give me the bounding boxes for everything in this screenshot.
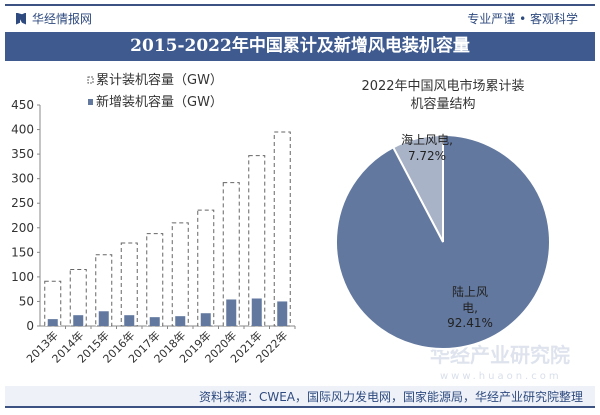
y-tick-label: 300 — [11, 172, 34, 186]
new-bar — [98, 311, 109, 326]
y-tick-label: 200 — [11, 221, 34, 235]
slogan: 专业严谨 • 客观科学 — [467, 12, 578, 26]
new-bar — [200, 313, 211, 326]
pie-title-line1: 2022年中国风电市场累计装 — [361, 78, 524, 94]
footer: 资料来源：CWEA，国际风力发电网，国家能源局，华经产业研究院整理 — [5, 386, 595, 408]
cumulative-bar — [222, 182, 240, 327]
new-bar — [124, 315, 135, 326]
y-tick-label: 0 — [26, 319, 34, 333]
top-divider — [5, 4, 595, 6]
new-bar — [251, 298, 262, 326]
cumulative-bar — [44, 280, 62, 327]
legend-swatch-new — [88, 99, 93, 105]
page-title: 2015-2022年中国累计及新增风电装机容量 — [5, 32, 595, 61]
new-bar — [277, 301, 288, 326]
pie-label-onshore: 陆上风电, — [450, 284, 490, 316]
new-bar — [175, 316, 186, 326]
pie-label-onshore-value: 92.41% — [447, 316, 493, 330]
cumulative-bar — [120, 242, 138, 327]
cumulative-bar — [197, 209, 215, 327]
source-note: 资料来源：CWEA，国际风力发电网，国家能源局，华经产业研究院整理 — [198, 390, 583, 404]
brand: 华经情报网 — [16, 10, 92, 27]
y-tick-label: 100 — [11, 270, 34, 284]
brand-logo-icon — [16, 12, 26, 25]
y-tick-label: 350 — [11, 147, 34, 161]
cumulative-bar — [248, 155, 266, 327]
y-tick-label: 50 — [19, 294, 34, 308]
cumulative-bar — [146, 233, 164, 327]
pie-label-offshore-name: 海上风电, — [401, 132, 453, 147]
legend-swatch-cumulative — [87, 76, 94, 84]
cumulative-bar — [171, 222, 189, 327]
brand-name: 华经情报网 — [32, 12, 93, 26]
y-tick-label: 400 — [11, 123, 34, 137]
legend-label-cumulative: 累计装机容量（GW） — [96, 72, 223, 88]
pie-label-onshore-comma: , — [474, 301, 478, 315]
pie-title-line2: 机容量结构 — [410, 96, 475, 112]
new-bar — [47, 319, 58, 326]
cumulative-bar — [273, 131, 291, 327]
cumulative-bar — [95, 254, 113, 327]
new-bar — [226, 299, 237, 326]
watermark-url: www.huaon.com — [440, 371, 562, 382]
y-tick-label: 450 — [11, 98, 34, 112]
pie-slice-onshore — [335, 133, 551, 350]
y-tick-label: 250 — [11, 196, 34, 210]
y-tick-label: 150 — [11, 245, 34, 259]
pie-label-onshore-name: 陆上风电 — [451, 285, 488, 315]
new-bar — [73, 315, 84, 326]
new-bar — [149, 317, 160, 326]
pie-label-offshore-value: 7.72% — [408, 149, 446, 163]
legend-label-new: 新增装机容量（GW） — [96, 94, 223, 110]
